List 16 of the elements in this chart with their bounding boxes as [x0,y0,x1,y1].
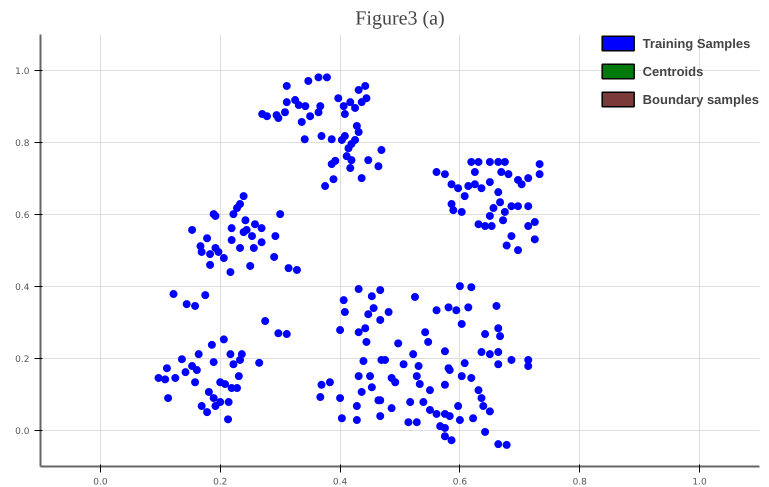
y-tick-label: 0.4 [15,283,30,293]
x-tick-label: 0.0 [93,478,108,487]
x-tick-label: 0.4 [332,478,348,487]
y-tick-label: 0.2 [15,355,30,365]
y-tick-label: 0.0 [15,427,30,437]
y-tick-label: 0.8 [15,139,30,149]
x-tick-label: 0.2 [213,478,228,487]
x-tick-label: 1.0 [692,478,708,487]
legend-label: Centroids [642,64,704,78]
y-tick-label: 1.0 [15,67,30,77]
legend-label: Boundary samples [642,92,759,106]
x-tick-label: 0.6 [452,478,468,487]
chart-title: Figure3 (a) [355,8,445,30]
x-tick-label: 0.8 [572,478,588,487]
y-tick-label: 0.6 [15,211,30,221]
legend-label: Training Samples [642,36,750,50]
